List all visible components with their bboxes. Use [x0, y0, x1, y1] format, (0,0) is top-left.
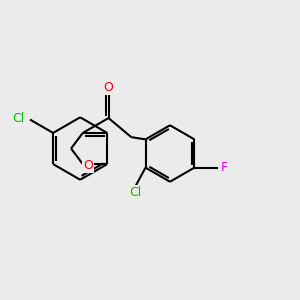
Text: O: O: [103, 81, 113, 94]
Text: F: F: [220, 161, 228, 174]
Text: Cl: Cl: [12, 112, 24, 124]
Text: Cl: Cl: [129, 186, 141, 199]
Text: O: O: [83, 159, 93, 172]
